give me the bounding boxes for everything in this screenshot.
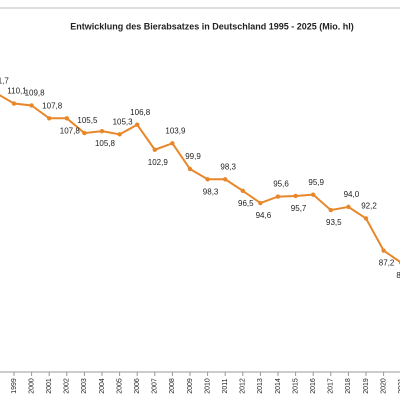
data-label: 107,8: [60, 126, 81, 135]
point: [187, 166, 193, 172]
point: [328, 207, 333, 213]
data-label: 95,9: [308, 178, 324, 187]
x-tick-label: 2019: [363, 378, 370, 394]
x-tick-label: 2004: [99, 378, 106, 394]
data-label: 94,6: [256, 211, 272, 220]
x-tick-label: 2001: [46, 378, 53, 394]
x-tick-label: 2017: [328, 378, 335, 394]
x-tick-label: 2007: [152, 378, 159, 394]
data-label: 99,9: [185, 152, 201, 161]
point: [82, 130, 87, 136]
x-tick-label: 2011: [222, 378, 229, 393]
x-tick-label: 2013: [257, 378, 264, 394]
chart-title: Entwicklung des Bierabsatzes in Deutschl…: [70, 21, 354, 31]
data-label: 95,7: [291, 204, 307, 213]
point: [381, 248, 386, 253]
x-tick-label: 2020: [380, 378, 387, 394]
point: [135, 122, 140, 127]
data-label: 110,1: [7, 87, 27, 96]
data-label: 109,8: [25, 89, 46, 98]
x-tick-label: 2021: [398, 378, 400, 394]
data-label: 93,5: [326, 218, 342, 227]
data-label: 103,9: [165, 126, 186, 135]
x-tick-label: 2015: [292, 378, 299, 394]
data-label: 85,3: [396, 271, 400, 280]
x-tick-label: 2005: [116, 378, 123, 394]
data-label: 96,5: [238, 199, 254, 208]
point: [293, 193, 298, 199]
x-tick-label: 2012: [240, 378, 247, 394]
x-tick-label: 2002: [64, 378, 71, 394]
x-tick-label: 2009: [187, 378, 194, 394]
x-tick-label: 2010: [204, 378, 211, 394]
data-label: 107,8: [42, 101, 63, 110]
point: [99, 128, 105, 134]
x-tick-label: 2014: [275, 378, 282, 394]
data-label: 87,2: [379, 259, 395, 268]
point: [311, 192, 316, 197]
point: [11, 101, 17, 106]
point: [240, 188, 245, 194]
data-label: 105,3: [113, 117, 134, 126]
data-label: 95,6: [273, 180, 289, 189]
point: [170, 141, 175, 146]
data-label: 92,2: [361, 202, 377, 211]
line: [0, 94, 400, 264]
point: [363, 216, 369, 221]
point: [29, 103, 34, 108]
data-label: 105,5: [77, 116, 98, 125]
data-label: 98,3: [220, 162, 236, 171]
x-tick-label: 2003: [81, 378, 88, 394]
point: [64, 116, 70, 121]
point: [47, 116, 52, 121]
x-tick-label: 2016: [310, 378, 317, 394]
point: [117, 132, 122, 137]
data-label: 111,7: [0, 76, 9, 85]
data-label: 105,8: [95, 139, 116, 148]
point: [223, 177, 228, 182]
point: [258, 200, 263, 206]
point: [205, 177, 210, 182]
x-tick-label: 1999: [11, 378, 18, 394]
data-label: 98,3: [203, 187, 219, 196]
data-label: 94,0: [344, 190, 360, 199]
point: [152, 147, 157, 152]
data-label: 102,9: [148, 158, 169, 167]
x-tick-label: 2000: [28, 378, 35, 394]
point: [346, 204, 351, 210]
point: [275, 194, 281, 199]
x-tick-label: 2006: [134, 378, 141, 394]
data-label: 106,8: [130, 108, 151, 117]
x-tick-label: 2008: [169, 378, 176, 394]
x-tick-label: 2018: [345, 378, 352, 394]
